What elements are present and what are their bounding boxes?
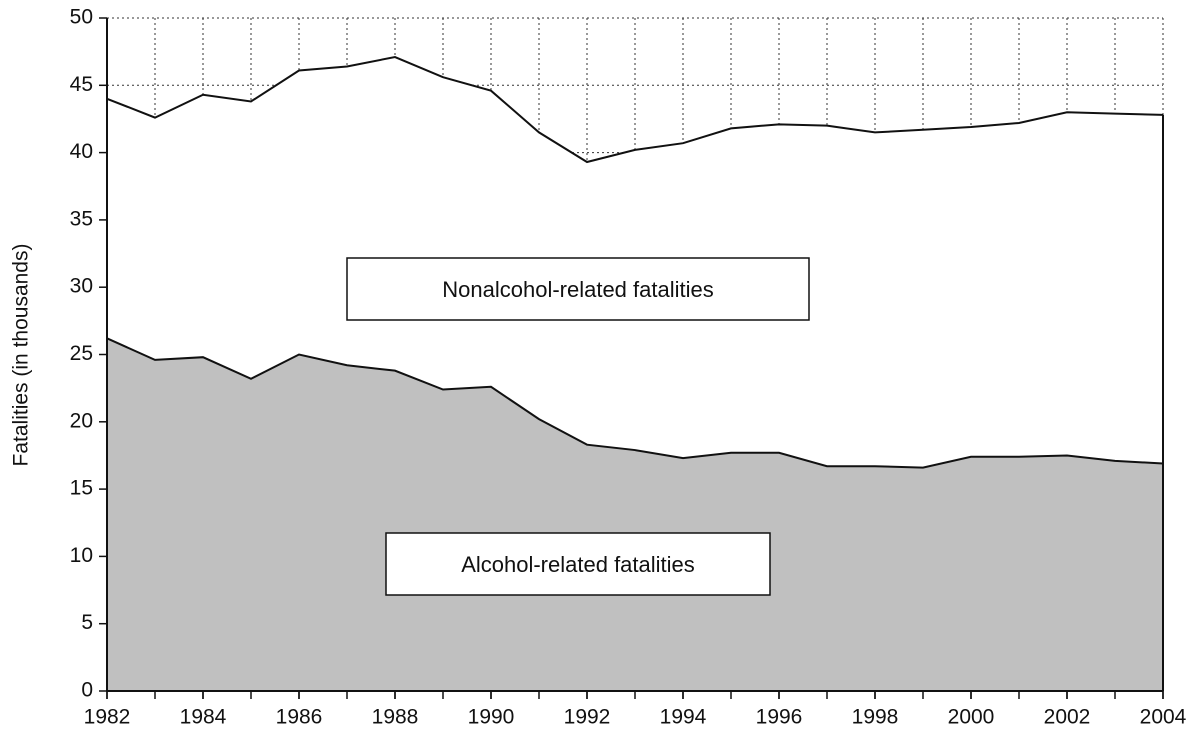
area — [107, 338, 1163, 691]
x-tick-label: 1984 — [180, 706, 227, 729]
y-tick-label: 45 — [70, 73, 93, 96]
label-box — [385, 532, 771, 596]
y-tick-label: 35 — [70, 207, 93, 230]
y-tick-label: 0 — [81, 679, 93, 702]
series-label: Nonalcohol-related fatalities — [442, 277, 714, 302]
y-tick-label: 25 — [70, 342, 93, 365]
x-tick-label: 2002 — [1044, 706, 1091, 729]
y-tick-label: 15 — [70, 477, 93, 500]
y-tick-label: 20 — [70, 409, 93, 432]
x-tick-label: 1994 — [660, 706, 707, 729]
x-tick-label: 2000 — [948, 706, 995, 729]
series-line — [106, 337, 1164, 469]
y-tick-label: 5 — [81, 611, 93, 634]
x-tick-label: 1988 — [372, 706, 419, 729]
x-tick-label: 2004 — [1140, 706, 1187, 729]
x-tick-label: 1998 — [852, 706, 899, 729]
x-tick-label: 1982 — [84, 706, 131, 729]
label-box — [346, 257, 810, 321]
x-tick-label: 1996 — [756, 706, 803, 729]
y-tick-label: 50 — [70, 6, 93, 29]
x-tick-label: 1990 — [468, 706, 515, 729]
x-tick-label: 1992 — [564, 706, 611, 729]
series-label: Alcohol-related fatalities — [461, 552, 695, 577]
y-tick-label: 10 — [70, 544, 93, 567]
y-axis-label: Fatalities (in thousands) — [10, 244, 33, 467]
y-tick-label: 40 — [70, 140, 93, 163]
x-tick-label: 1986 — [276, 706, 323, 729]
y-tick-label: 30 — [70, 275, 93, 298]
series-line — [106, 55, 1164, 164]
